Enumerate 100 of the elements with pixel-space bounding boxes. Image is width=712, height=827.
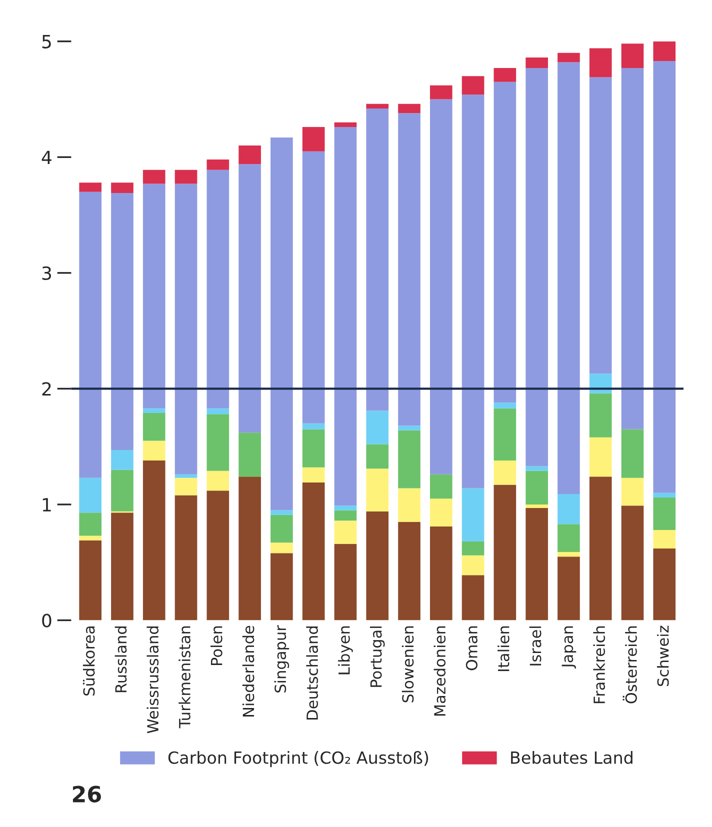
bar: [238, 476, 261, 620]
bar: [494, 484, 516, 620]
bar: [558, 524, 580, 552]
x-tick-label: Oman: [466, 626, 478, 670]
bar: [558, 52, 580, 62]
bar: [558, 556, 580, 620]
bar: [430, 99, 452, 474]
bar: [462, 94, 484, 488]
bar: [302, 429, 325, 468]
bar: [366, 444, 389, 469]
x-tick-label: Polen: [210, 626, 222, 665]
bar: [206, 470, 230, 491]
bar: [526, 466, 548, 471]
bar: [462, 575, 484, 620]
x-tick-label: Österreich: [622, 626, 637, 704]
bar: [334, 127, 357, 506]
bar: [302, 127, 325, 152]
bar: [589, 476, 612, 620]
bar: [621, 68, 644, 430]
bar: [334, 520, 357, 544]
x-tick-label: Japan: [562, 626, 576, 669]
bar: [526, 508, 548, 620]
bar: [238, 164, 261, 433]
bar: [653, 498, 676, 530]
bar: [589, 437, 612, 477]
bar: [111, 470, 134, 512]
y-tick-label: 4: [42, 150, 52, 164]
bar: [621, 478, 644, 506]
bar: [302, 482, 325, 620]
bar: [79, 182, 102, 192]
bar: [430, 474, 452, 499]
bar: [653, 492, 676, 498]
bar: [174, 474, 198, 478]
text: 26: [72, 786, 101, 803]
bar: [79, 478, 102, 513]
bar: [270, 553, 293, 620]
bar: [430, 498, 452, 526]
bar: [462, 488, 484, 542]
bar: [238, 432, 261, 477]
x-tick-label: Portugal: [370, 626, 385, 687]
x-tick-label: Südkorea: [82, 626, 95, 696]
bar: [366, 104, 389, 108]
y-tick-label: 0: [42, 614, 52, 628]
legend-label: Carbon Footprint (CO₂ Ausstoß): [168, 751, 428, 768]
x-tick-label: Russland: [114, 626, 127, 692]
bar: [589, 48, 612, 78]
x-tick-label: Israel: [529, 626, 542, 666]
bar: [270, 542, 293, 554]
bar: [142, 170, 166, 184]
bar: [238, 146, 261, 164]
bar: [558, 552, 580, 557]
x-tick-label: Frankreich: [593, 626, 606, 704]
bar: [206, 490, 230, 620]
bar: [334, 506, 357, 510]
bar: [174, 495, 198, 620]
bar: [142, 408, 166, 414]
bar: [111, 512, 134, 620]
bar: [334, 510, 357, 521]
bar: [558, 62, 580, 494]
bar: [206, 414, 230, 471]
x-tick-label: Schweiz: [656, 626, 669, 686]
y-tick-label: 2: [42, 382, 51, 396]
bar: [206, 159, 230, 170]
bar: [494, 82, 516, 403]
bar: [494, 402, 516, 408]
bar: [558, 494, 580, 524]
bar: [462, 542, 484, 556]
bar: [621, 506, 644, 620]
bar: [206, 170, 230, 408]
x-tick-label: Weissrussland: [146, 626, 159, 734]
bar: [462, 555, 484, 576]
bar: [302, 467, 325, 482]
bar: [653, 548, 676, 620]
bar: [334, 122, 357, 128]
bar: [398, 488, 420, 522]
bar: [334, 544, 357, 620]
bar: [174, 478, 198, 496]
bar: [174, 184, 198, 474]
bar: [653, 530, 676, 548]
bar: [366, 410, 389, 444]
bar: [270, 514, 293, 543]
bar: [79, 512, 102, 536]
bar: [430, 526, 452, 620]
x-tick-label: Mazedonien: [434, 626, 446, 716]
bar: [366, 468, 389, 512]
bar: [302, 423, 325, 430]
bar: [111, 182, 134, 194]
bar: [653, 41, 676, 62]
x-tick-label: Singapur: [274, 625, 290, 692]
bar: [111, 193, 134, 450]
bar: [526, 504, 548, 508]
bar: [398, 522, 420, 620]
bar: [270, 510, 293, 515]
x-tick-label: Italien: [498, 626, 510, 672]
bar: [79, 540, 102, 620]
y-tick-label: 1: [42, 498, 51, 512]
bar: [589, 393, 612, 438]
bar: [142, 460, 166, 620]
bar: [111, 450, 134, 470]
x-tick-label: Slowenien: [402, 626, 414, 702]
